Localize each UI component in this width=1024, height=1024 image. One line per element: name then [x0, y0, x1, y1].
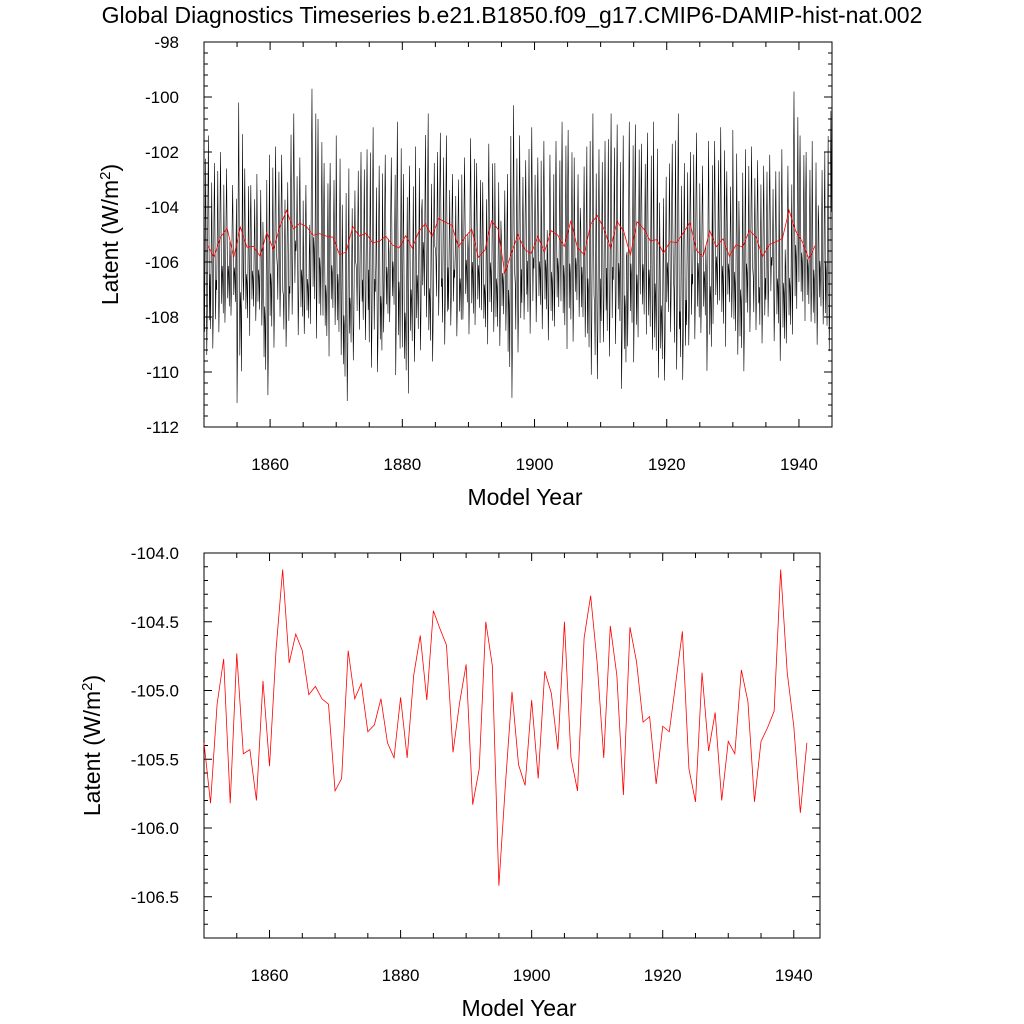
y-tick-label: -105.0: [131, 682, 179, 701]
y-tick-label: -108: [145, 308, 179, 327]
series-monthly-line: [203, 88, 832, 403]
series-annual-mean-line: [206, 208, 816, 274]
panel-1: 1860 1880 1900 1920 1940 -98 -100 -102 -104 -106 -…: [97, 33, 833, 510]
y-tick-label: -104.0: [131, 544, 179, 563]
y-tick-label: -106.5: [131, 888, 179, 907]
x-tick-label: 1900: [513, 966, 551, 985]
y-tick-label: -98: [154, 33, 179, 52]
x-tick-label: 1860: [251, 966, 289, 985]
chart-title: Global Diagnostics Timeseries b.e21.B185…: [101, 2, 923, 28]
panel-2: 1860 1880 1900 1920 1940 -104.0 -104.5 -105.0 -1…: [79, 544, 821, 1021]
x-axis-title: Model Year: [461, 995, 576, 1021]
y-axis-title: Latent (W/m2): [97, 164, 124, 305]
y-tick-label: -102: [145, 143, 179, 162]
x-tick-label: 1860: [251, 455, 289, 474]
y-tick-label: -112: [146, 418, 179, 437]
plot-frame: [203, 41, 833, 428]
y-tick-label: -100: [145, 88, 179, 107]
x-tick-label: 1920: [648, 455, 686, 474]
y-tick-label: -104: [145, 198, 179, 217]
y-tick-label: -104.5: [131, 613, 179, 632]
x-tick-label: 1940: [775, 966, 813, 985]
y-tick-label: -110: [146, 363, 179, 382]
x-tick-label: 1920: [644, 966, 682, 985]
x-tick-label: 1900: [516, 455, 554, 474]
y-tick-label: -106.0: [131, 819, 179, 838]
series-annual-mean-line: [203, 569, 808, 886]
y-tick-label: -105.5: [131, 750, 179, 769]
y-tick-label: -106: [145, 253, 179, 272]
x-tick-label: 1880: [383, 455, 421, 474]
x-axis-title: Model Year: [467, 484, 582, 510]
x-tick-label: 1880: [382, 966, 420, 985]
x-tick-label: 1940: [780, 455, 818, 474]
y-axis-title: Latent (W/m2): [79, 675, 106, 816]
